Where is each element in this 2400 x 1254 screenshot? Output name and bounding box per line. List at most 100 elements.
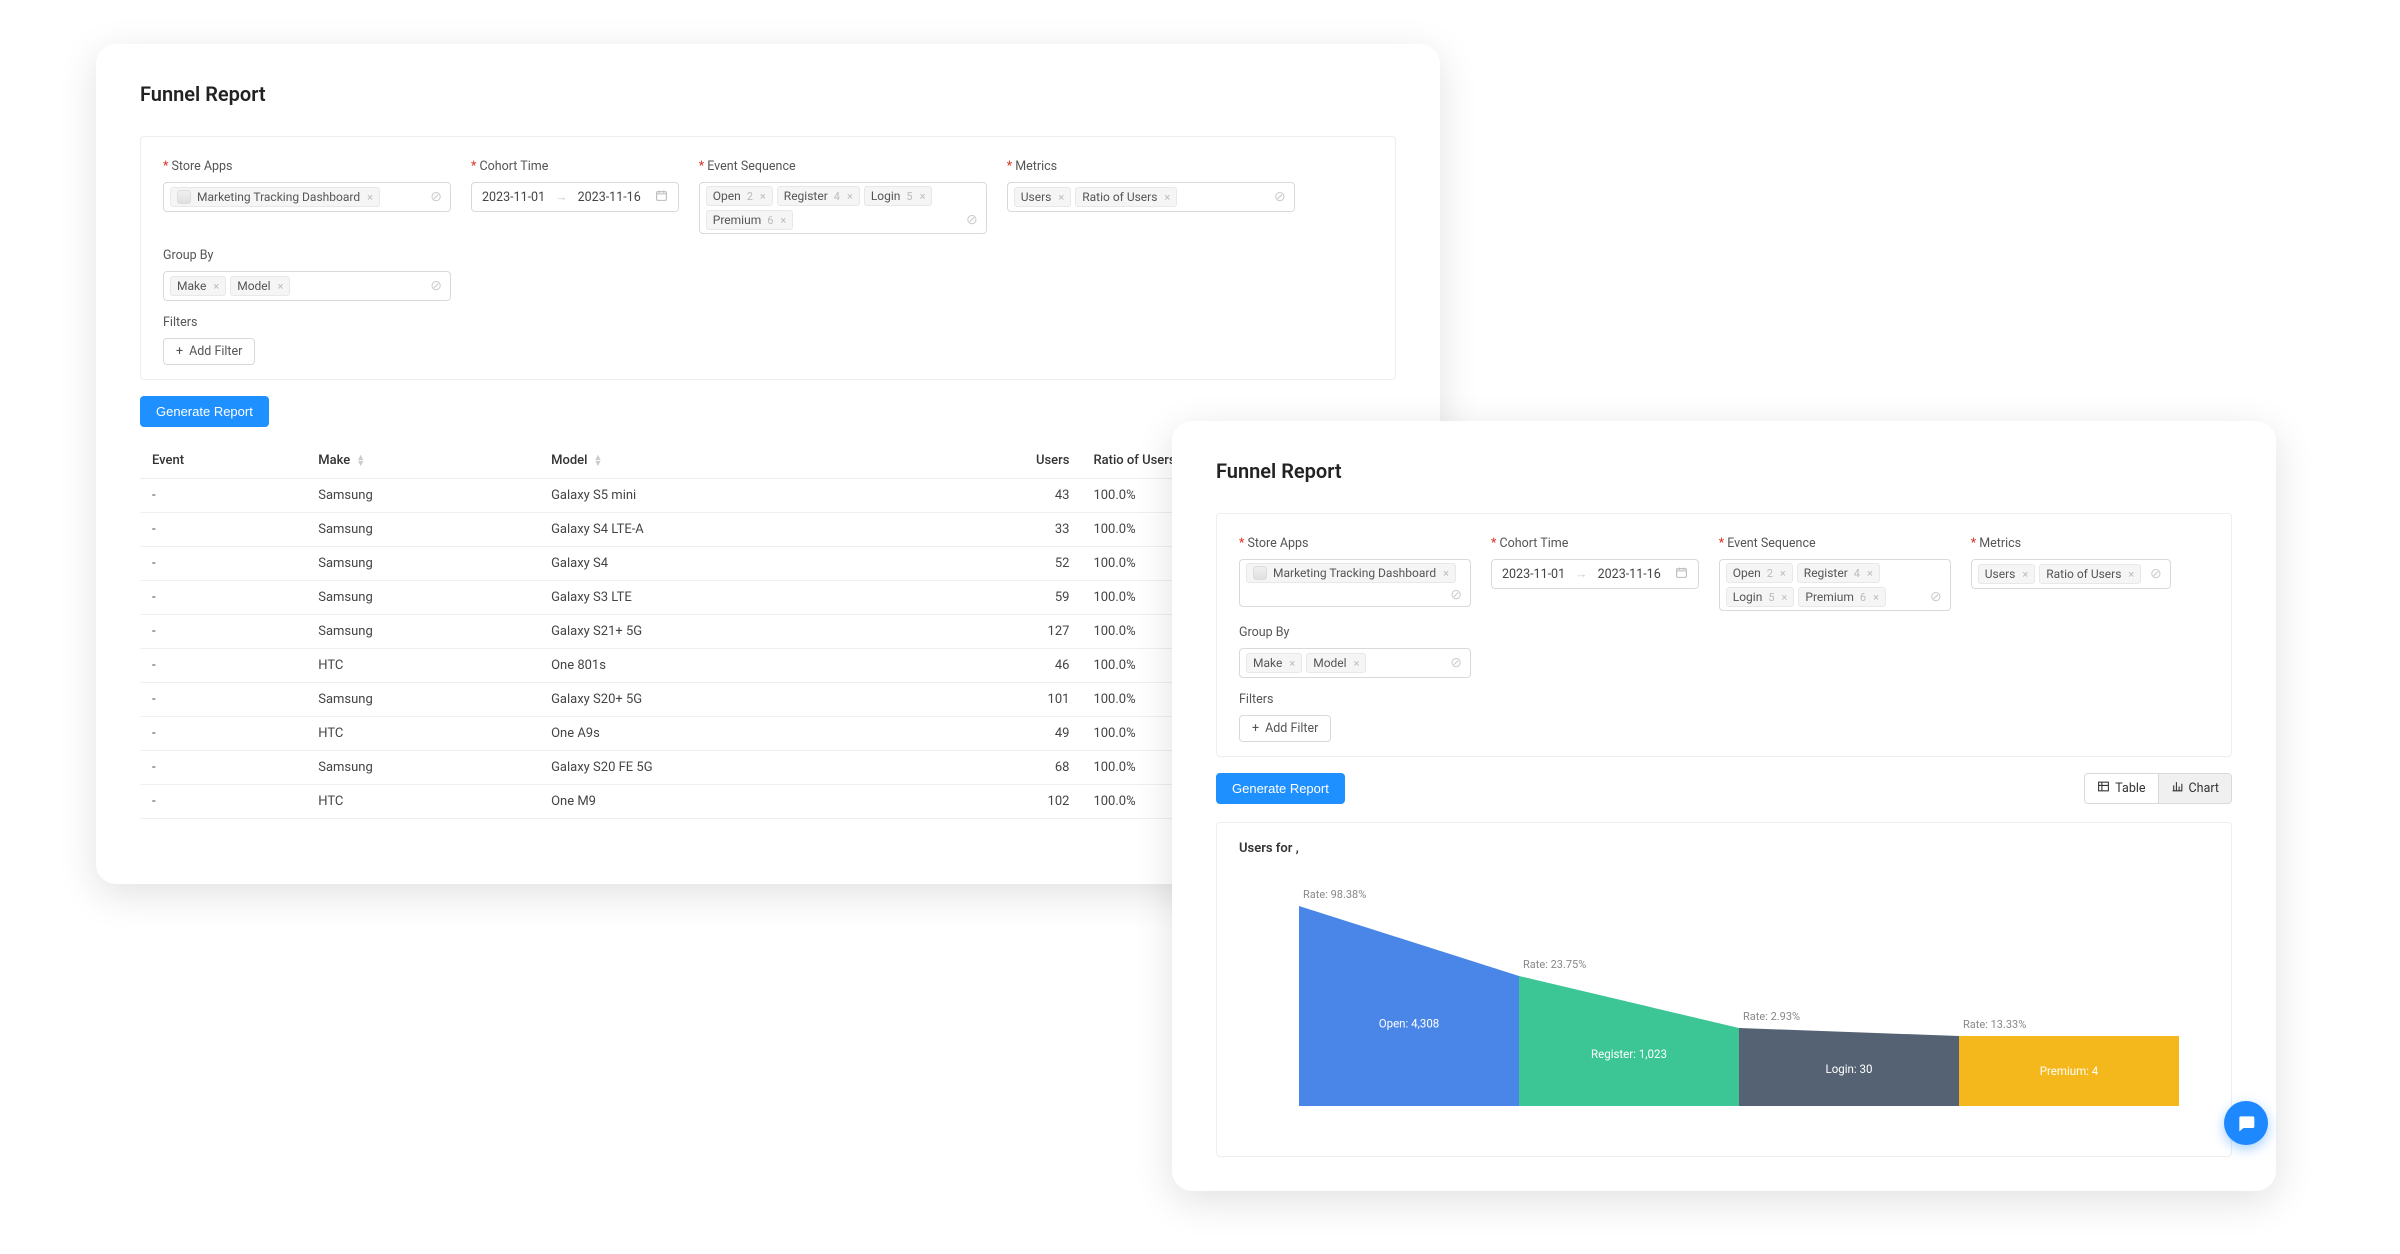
close-icon[interactable]: ×: [1164, 191, 1170, 204]
close-icon[interactable]: ×: [847, 190, 853, 203]
store-apps-tag[interactable]: Marketing Tracking Dashboard ×: [1246, 563, 1456, 583]
close-icon[interactable]: ×: [1873, 591, 1879, 604]
close-icon[interactable]: ×: [2128, 568, 2134, 581]
funnel-segment[interactable]: [1519, 976, 1739, 1106]
tag[interactable]: Model×: [1306, 653, 1366, 673]
close-icon[interactable]: ×: [920, 190, 926, 203]
clear-icon[interactable]: ⊘: [964, 212, 980, 228]
funnel-segment-label: Login: 30: [1826, 1062, 1873, 1076]
cohort-time-picker[interactable]: 2023-11-01 → 2023-11-16: [1491, 559, 1699, 589]
calendar-icon: [655, 189, 668, 206]
app-icon: [1253, 566, 1267, 580]
close-icon[interactable]: ×: [278, 280, 284, 293]
funnel-segment-label: Open: 4,308: [1379, 1017, 1440, 1031]
funnel-rate-label: Rate: 23.75%: [1523, 958, 1586, 971]
plus-icon: +: [176, 344, 183, 359]
cohort-time-picker[interactable]: 2023-11-01 → 2023-11-16: [471, 182, 679, 212]
tag[interactable]: Premium6×: [1798, 587, 1886, 607]
page-title: Funnel Report: [140, 82, 1396, 106]
add-filter-button[interactable]: + Add Filter: [1239, 715, 1331, 742]
close-icon[interactable]: ×: [1289, 657, 1295, 670]
date-end: 2023-11-16: [1598, 567, 1661, 582]
cohort-time-label: Cohort Time: [471, 159, 679, 174]
group-by-label: Group By: [163, 248, 1373, 263]
close-icon[interactable]: ×: [2022, 568, 2028, 581]
group-by-input[interactable]: Make×Model× ⊘: [163, 271, 451, 301]
metrics-input[interactable]: Users×Ratio of Users× ⊘: [1007, 182, 1295, 212]
chat-button[interactable]: [2224, 1101, 2268, 1145]
tag[interactable]: Make×: [170, 276, 226, 296]
event-sequence-label: Event Sequence: [699, 159, 987, 174]
store-apps-label: Store Apps: [1239, 536, 1471, 551]
table-header-make[interactable]: Make▲▼: [306, 443, 539, 479]
tag[interactable]: Open2×: [706, 186, 773, 206]
tag[interactable]: Ratio of Users×: [1075, 187, 1177, 207]
close-icon[interactable]: ×: [213, 280, 219, 293]
event-sequence-input[interactable]: Open2×Register4×Login5× Premium6× ⊘: [699, 182, 987, 234]
funnel-rate-label: Rate: 2.93%: [1743, 1010, 1800, 1023]
generate-report-button[interactable]: Generate Report: [1216, 773, 1345, 804]
tag[interactable]: Model×: [230, 276, 290, 296]
tag[interactable]: Users×: [1014, 187, 1071, 207]
funnel-rate-label: Rate: 13.33%: [1963, 1018, 2026, 1031]
calendar-icon: [1675, 566, 1688, 583]
funnel-report-chart-card: Funnel Report Store Apps Marketing Track…: [1172, 421, 2276, 1191]
view-toggle-table[interactable]: Table: [2085, 774, 2157, 803]
clear-icon[interactable]: ⊘: [2148, 566, 2164, 582]
tag[interactable]: Make×: [1246, 653, 1302, 673]
chart-icon: [2171, 780, 2184, 797]
tag[interactable]: Login5×: [864, 186, 933, 206]
date-end: 2023-11-16: [578, 190, 641, 205]
tag[interactable]: Register4×: [777, 186, 860, 206]
filter-panel: Store Apps Marketing Tracking Dashboard …: [140, 136, 1396, 380]
funnel-segment-label: Premium: 4: [2040, 1064, 2099, 1078]
add-filter-button[interactable]: + Add Filter: [163, 338, 255, 365]
metrics-input[interactable]: Users×Ratio of Users× ⊘: [1971, 559, 2171, 589]
store-apps-tag[interactable]: Marketing Tracking Dashboard ×: [170, 187, 380, 207]
funnel-svg: Open: 4,308Register: 1,023Login: 30Premi…: [1239, 886, 2179, 1126]
store-apps-input[interactable]: Marketing Tracking Dashboard × ⊘: [163, 182, 451, 212]
generate-report-button[interactable]: Generate Report: [140, 396, 269, 427]
clear-icon[interactable]: ⊘: [428, 278, 444, 294]
clear-icon[interactable]: ⊘: [1928, 589, 1944, 605]
page-title: Funnel Report: [1216, 459, 2232, 483]
close-icon[interactable]: ×: [1780, 567, 1786, 580]
date-start: 2023-11-01: [482, 190, 545, 205]
view-toggle-chart[interactable]: Chart: [2158, 774, 2231, 803]
arrow-right-icon: →: [555, 190, 568, 205]
tag[interactable]: Login5×: [1726, 587, 1795, 607]
table-header-model[interactable]: Model▲▼: [539, 443, 911, 479]
clear-icon[interactable]: ⊘: [1448, 655, 1464, 671]
close-icon[interactable]: ×: [1867, 567, 1873, 580]
close-icon[interactable]: ×: [1782, 591, 1788, 604]
funnel-segment[interactable]: [1299, 906, 1519, 1106]
filters-label: Filters: [163, 315, 1373, 330]
clear-icon[interactable]: ⊘: [428, 189, 444, 205]
group-by-input[interactable]: Make×Model× ⊘: [1239, 648, 1471, 678]
sort-icon: ▲▼: [356, 455, 365, 467]
view-toggle: Table Chart: [2084, 773, 2232, 804]
close-icon[interactable]: ×: [760, 190, 766, 203]
cohort-time-label: Cohort Time: [1491, 536, 1699, 551]
arrow-right-icon: →: [1575, 567, 1588, 582]
tag[interactable]: Ratio of Users×: [2039, 564, 2141, 584]
sort-icon: ▲▼: [593, 455, 602, 467]
filters-label: Filters: [1239, 692, 2209, 707]
clear-icon[interactable]: ⊘: [1272, 189, 1288, 205]
filter-panel: Store Apps Marketing Tracking Dashboard …: [1216, 513, 2232, 757]
close-icon[interactable]: ×: [780, 214, 786, 227]
tag[interactable]: Open2×: [1726, 563, 1793, 583]
tag[interactable]: Register4×: [1797, 563, 1880, 583]
tag[interactable]: Premium6×: [706, 210, 794, 230]
table-icon: [2097, 780, 2110, 797]
event-sequence-input[interactable]: Open2×Register4×Login5×Premium6× ⊘: [1719, 559, 1951, 611]
close-icon[interactable]: ×: [1058, 191, 1064, 204]
close-icon[interactable]: ×: [1354, 657, 1360, 670]
event-sequence-label: Event Sequence: [1719, 536, 1951, 551]
tag[interactable]: Users×: [1978, 564, 2035, 584]
close-icon[interactable]: ×: [367, 191, 373, 204]
clear-icon[interactable]: ⊘: [1448, 587, 1464, 603]
close-icon[interactable]: ×: [1443, 567, 1449, 580]
store-apps-input[interactable]: Marketing Tracking Dashboard × ⊘: [1239, 559, 1471, 607]
funnel-chart-panel: Users for , Rate: 98.38%Rate: 23.75%Rate…: [1216, 822, 2232, 1157]
